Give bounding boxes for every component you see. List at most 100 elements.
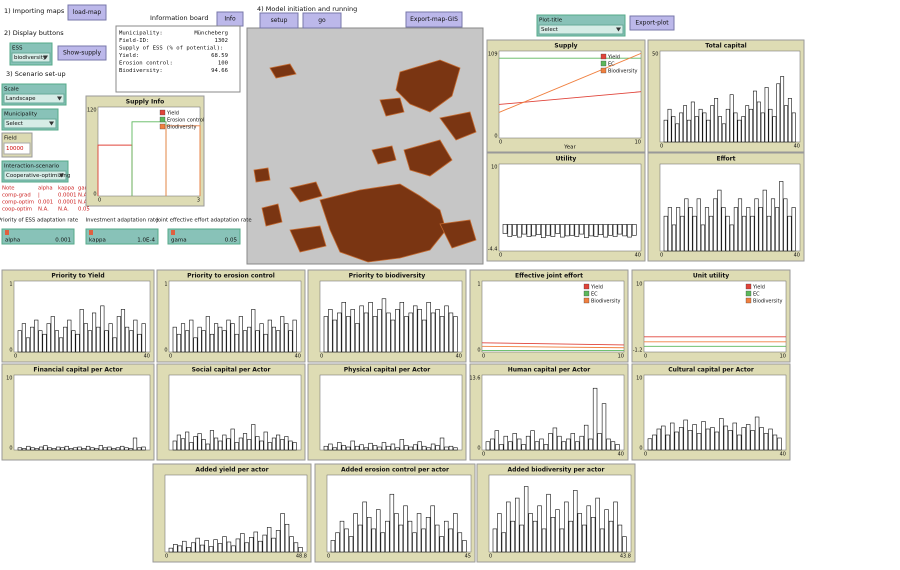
histogram-bar (667, 108, 672, 143)
slider[interactable]: kappa 1.0E-4 (85, 228, 159, 245)
note-cell: alpha (38, 186, 53, 192)
slider[interactable]: alpha 0.001 (1, 228, 75, 245)
slider-caption: Investment adaptation rate (86, 218, 159, 224)
chooser-value-box[interactable] (3, 118, 57, 129)
histogram-bar (407, 520, 413, 553)
chooser-value-box[interactable] (538, 24, 624, 35)
histogram-bar (230, 428, 235, 451)
histogram-bar (271, 326, 277, 353)
x-tick-label: 3 (197, 198, 200, 204)
histogram-bar (87, 330, 93, 353)
button[interactable]: Export-map-GIS (405, 11, 463, 28)
chooser-value-box[interactable] (3, 170, 67, 181)
histogram-bar (776, 83, 781, 143)
histogram-bar (588, 224, 594, 237)
chooser-value-box[interactable] (11, 52, 51, 63)
histogram-bar (713, 198, 718, 252)
histogram-bar (698, 108, 703, 143)
histogram-bar (64, 445, 69, 451)
slider-track[interactable] (85, 228, 159, 245)
histogram-bar (555, 509, 560, 553)
chooser-value-box[interactable] (3, 93, 65, 104)
slider[interactable]: gama 0.05 (167, 228, 241, 245)
legend-swatch (745, 283, 752, 290)
chooser[interactable]: ESS biodiversity (9, 42, 53, 66)
note-cell: N.A. (78, 193, 89, 199)
histogram-bar (247, 439, 252, 451)
histogram-bar (39, 446, 44, 451)
slider-track[interactable] (167, 228, 241, 245)
chooser[interactable]: Interaction-scenario Cooperative-optimizi… (1, 160, 70, 183)
chooser[interactable]: Municipality Select (1, 108, 59, 131)
histogram-bar (288, 330, 293, 353)
x-tick-label: 0 (169, 354, 172, 360)
button-face[interactable] (302, 12, 342, 29)
plot-title: Added biodiversity per actor (508, 467, 605, 474)
y-tick-label: 0 (477, 446, 480, 452)
histogram-bar (444, 305, 449, 353)
histogram-bar (766, 215, 771, 252)
histogram-bar (692, 424, 697, 451)
chooser[interactable]: Plot-title Select (536, 14, 626, 37)
histogram-bar (189, 319, 194, 353)
input-field[interactable]: Field 10000 (1, 132, 33, 158)
slider-handle[interactable] (5, 230, 9, 235)
slider-track[interactable] (1, 228, 75, 245)
histogram-bar (612, 224, 618, 237)
histogram-bar (385, 520, 390, 553)
histogram-bar (92, 312, 97, 353)
histogram-bar (663, 215, 668, 252)
histogram-bar (335, 532, 340, 553)
input-value-box[interactable] (3, 142, 31, 155)
note-cell: coop-optim (2, 207, 32, 213)
histogram-bar (434, 524, 440, 553)
button[interactable]: Show-supply (57, 45, 107, 61)
histogram-bar (656, 428, 662, 451)
histogram-bar (737, 119, 742, 143)
button-face[interactable] (67, 4, 107, 21)
histogram-bar (462, 540, 467, 553)
world-view (246, 27, 484, 265)
histogram-bar (226, 541, 232, 553)
histogram-bar (94, 448, 99, 451)
histogram-bar (234, 442, 239, 451)
histogram-bar (617, 224, 623, 235)
histogram-bar (575, 441, 580, 451)
histogram-bar (75, 333, 80, 353)
histogram-bar (284, 323, 289, 353)
histogram-bar (395, 309, 400, 353)
button[interactable]: Export-plot (629, 15, 675, 31)
y-tick-label: 50 (652, 52, 658, 58)
histogram-bar (453, 447, 458, 451)
histogram-bar (339, 520, 345, 553)
plot: Cultural capital per Actor 0 10 0 40 (631, 363, 791, 461)
histogram-bar (404, 445, 409, 451)
x-tick-label: 0 (165, 554, 168, 560)
slider-handle[interactable] (89, 230, 93, 235)
histogram-bar (779, 181, 784, 252)
x-tick-label: 48.8 (296, 554, 307, 560)
y-tick-label: 1 (9, 282, 12, 288)
histogram-bar (674, 431, 679, 451)
histogram-bar (177, 545, 183, 553)
histogram-bar (521, 224, 527, 235)
plot-title: Priority to Yield (51, 273, 104, 280)
histogram-bar (58, 337, 64, 353)
plot: Utility -4.4 10 0 40 (486, 152, 646, 262)
button-face[interactable] (629, 15, 675, 31)
button[interactable]: setup (259, 12, 299, 29)
histogram-bar (787, 98, 792, 143)
chooser[interactable]: Scale Landscape (1, 83, 67, 106)
histogram-bar (47, 447, 52, 451)
histogram-bar (506, 501, 511, 553)
button-face[interactable] (57, 45, 107, 61)
histogram-bar (787, 215, 792, 252)
slider-handle[interactable] (171, 230, 175, 235)
button[interactable]: Info (216, 11, 244, 27)
button-face[interactable] (405, 11, 463, 28)
button[interactable]: go (302, 12, 342, 29)
button-face[interactable] (259, 12, 299, 29)
y-tick-label: -1.2 (633, 348, 643, 354)
button[interactable]: load-map (67, 4, 107, 21)
histogram-bar (439, 536, 444, 553)
